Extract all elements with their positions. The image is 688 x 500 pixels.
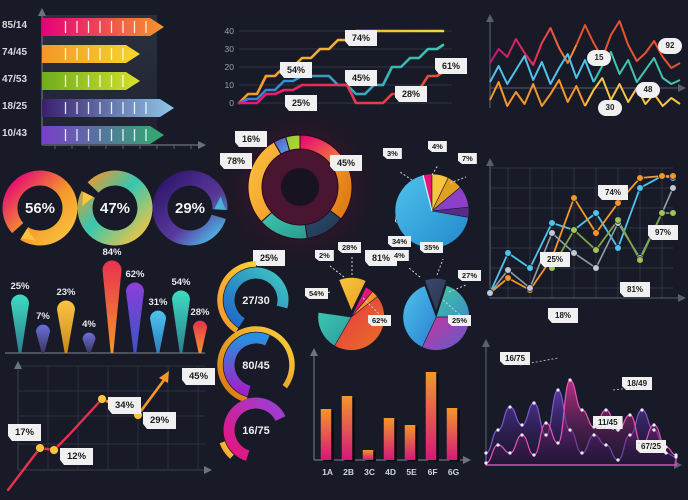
svg-text:56%: 56% [25,200,55,217]
svg-text:23%: 23% [56,287,76,298]
svg-text:20: 20 [225,62,235,72]
svg-text:27/30: 27/30 [242,295,270,307]
svg-text:29%: 29% [175,200,205,217]
svg-text:84%: 84% [102,248,122,258]
svg-text:2B: 2B [343,467,354,477]
svg-text:25%: 25% [10,281,30,292]
svg-text:6G: 6G [448,467,460,477]
svg-text:28%: 28% [190,307,210,318]
svg-text:54%: 54% [171,277,191,288]
svg-text:16/75: 16/75 [242,425,270,437]
svg-text:62%: 62% [125,269,145,280]
svg-text:10: 10 [225,80,235,90]
svg-text:6F: 6F [428,467,438,477]
svg-text:1A: 1A [322,467,333,477]
svg-text:47%: 47% [100,200,130,217]
svg-text:4%: 4% [82,319,96,330]
svg-text:31%: 31% [148,297,168,308]
svg-text:40: 40 [225,26,235,36]
svg-text:4D: 4D [385,467,396,477]
svg-text:0: 0 [229,98,234,108]
svg-text:7%: 7% [36,311,50,322]
svg-text:3C: 3C [364,467,375,477]
svg-text:80/45: 80/45 [242,360,270,372]
svg-text:30: 30 [225,44,235,54]
svg-text:5E: 5E [406,467,417,477]
